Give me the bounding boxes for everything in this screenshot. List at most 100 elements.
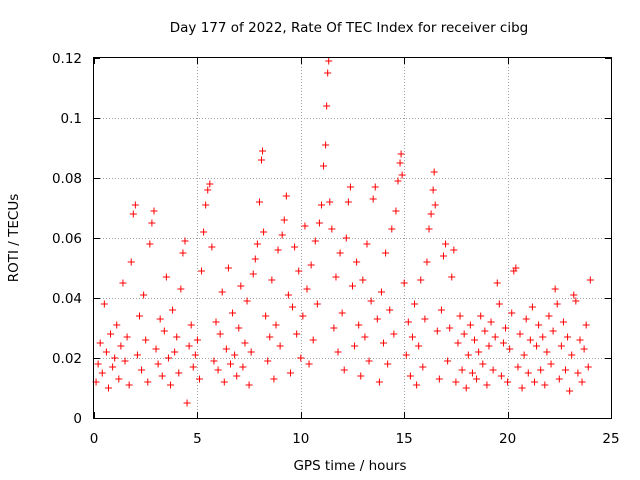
data-point	[218, 288, 226, 296]
data-point	[373, 315, 381, 323]
data-point	[259, 147, 267, 155]
data-point	[334, 348, 342, 356]
y-tick-label: 0	[73, 411, 82, 427]
data-point	[268, 276, 276, 284]
data-point	[323, 102, 331, 110]
y-tick-label: 0.08	[52, 171, 82, 187]
data-point	[497, 372, 505, 380]
data-point	[518, 384, 526, 392]
data-point	[555, 375, 563, 383]
data-point	[313, 300, 321, 308]
data-point	[574, 369, 582, 377]
data-point	[487, 318, 495, 326]
data-point	[96, 339, 104, 347]
data-point	[144, 378, 152, 386]
data-point	[258, 156, 266, 164]
data-point	[191, 351, 199, 359]
data-point	[408, 333, 416, 341]
data-point	[429, 186, 437, 194]
data-point	[133, 351, 141, 359]
data-point	[102, 348, 110, 356]
x-tick-label: 5	[193, 431, 202, 447]
data-point	[328, 225, 336, 233]
data-point	[104, 384, 112, 392]
data-point	[578, 378, 586, 386]
data-point	[462, 384, 470, 392]
data-point	[380, 339, 388, 347]
data-point	[570, 291, 578, 299]
data-point	[400, 279, 408, 287]
data-point	[167, 381, 175, 389]
data-point	[94, 360, 102, 368]
data-point	[375, 378, 383, 386]
data-point	[171, 348, 179, 356]
data-point	[406, 372, 414, 380]
data-point	[458, 366, 466, 374]
data-point	[286, 369, 294, 377]
data-point	[392, 207, 400, 215]
data-point	[404, 318, 412, 326]
axis-ticks	[94, 58, 612, 419]
data-point	[584, 363, 592, 371]
data-point	[272, 321, 280, 329]
data-point	[367, 297, 375, 305]
data-point	[336, 249, 344, 257]
data-point	[284, 291, 292, 299]
data-point	[535, 321, 543, 329]
data-point	[282, 192, 290, 200]
data-point	[274, 246, 282, 254]
y-tick-label: 0.02	[52, 351, 82, 367]
data-point	[537, 366, 545, 374]
data-point	[233, 372, 241, 380]
data-point	[239, 363, 247, 371]
data-point	[156, 315, 164, 323]
data-point	[485, 342, 493, 350]
x-tick-label: 10	[292, 431, 309, 447]
data-point	[160, 327, 168, 335]
data-point	[305, 360, 313, 368]
data-point	[107, 330, 115, 338]
data-point	[193, 336, 201, 344]
data-point	[557, 342, 565, 350]
data-point	[154, 360, 162, 368]
data-point	[216, 330, 224, 338]
data-point	[320, 162, 328, 170]
data-point	[140, 291, 148, 299]
data-point	[446, 324, 454, 332]
data-point	[398, 171, 406, 179]
data-point	[483, 381, 491, 389]
data-point	[266, 333, 274, 341]
data-point	[208, 243, 216, 251]
data-point	[220, 378, 228, 386]
data-point	[361, 333, 369, 341]
data-point	[530, 378, 538, 386]
data-point	[237, 282, 245, 290]
data-point	[255, 198, 263, 206]
data-point	[226, 360, 234, 368]
data-point	[115, 375, 123, 383]
data-point	[454, 339, 462, 347]
data-point	[131, 201, 139, 209]
data-point	[195, 375, 203, 383]
x-tick-label: 25	[602, 431, 619, 447]
data-point	[417, 276, 425, 284]
data-point	[456, 312, 464, 320]
data-point	[324, 69, 332, 77]
data-point	[332, 273, 340, 281]
data-point	[117, 342, 125, 350]
data-point	[524, 369, 532, 377]
data-point	[528, 303, 536, 311]
data-point	[142, 336, 150, 344]
grid-lines	[94, 58, 611, 418]
data-point	[564, 333, 572, 341]
data-point	[489, 366, 497, 374]
data-point	[224, 264, 232, 272]
data-point	[262, 312, 270, 320]
data-point	[291, 243, 299, 251]
data-point	[475, 348, 483, 356]
data-point	[450, 246, 458, 254]
data-point	[330, 324, 338, 332]
data-point	[430, 168, 438, 176]
data-point	[421, 315, 429, 323]
